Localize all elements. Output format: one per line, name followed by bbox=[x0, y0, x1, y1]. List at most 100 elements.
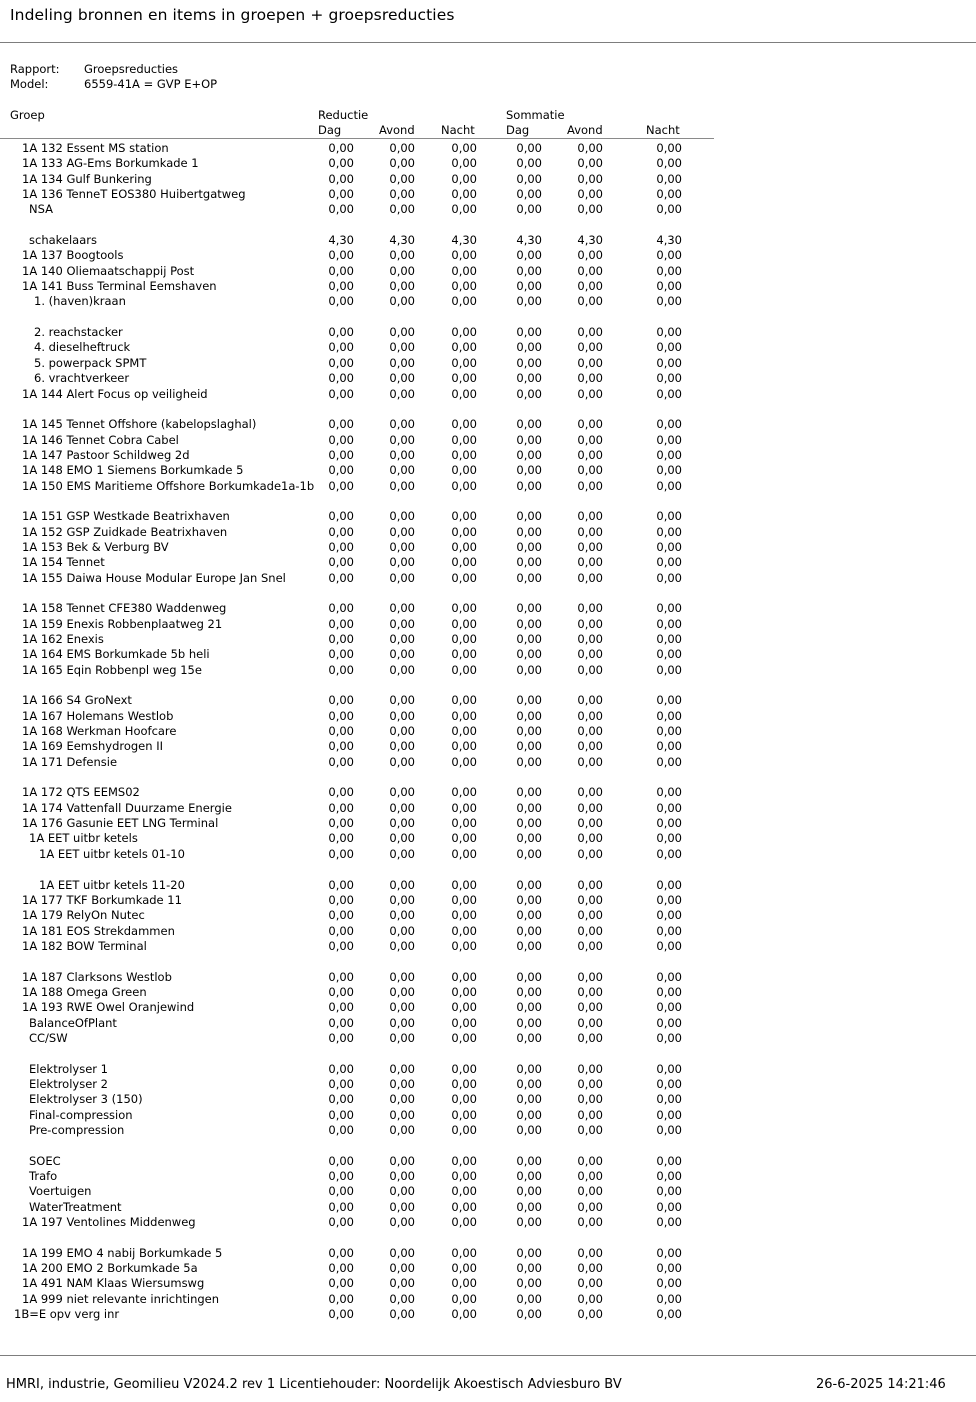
table-row[interactable]: 1A 200 EMO 2 Borkumkade 5a 0,00 0,00 0,00 0,… bbox=[0, 1261, 976, 1276]
value-cell: 0,00 bbox=[451, 1153, 477, 1168]
table-row[interactable]: 1A 177 TKF Borkumkade 11 0,00 0,00 0,00 0,00… bbox=[0, 893, 976, 908]
table-row[interactable]: 1A 145 Tennet Offshore (kabelopslaghal) 0… bbox=[0, 417, 976, 432]
table-row[interactable]: 1A 193 RWE Owel Oranjewind 0,00 0,00 0,00 0,… bbox=[0, 1000, 976, 1015]
group-name-cell: Voertuigen bbox=[29, 1184, 92, 1199]
report-meta-block: Rapport: Groepsreducties Model: 6559-41A = … bbox=[10, 62, 217, 91]
table-row[interactable]: Pre-compression 0,00 0,00 0,00 0,00 0,00 0,00 bbox=[0, 1123, 976, 1138]
value-cell: 0,00 bbox=[516, 739, 542, 754]
table-row[interactable]: SOEC 0,00 0,00 0,00 0,00 0,00 0,00 bbox=[0, 1154, 976, 1169]
table-row[interactable]: 1A 165 Eqin Robbenpl weg 15e 0,00 0,00 0,00… bbox=[0, 663, 976, 678]
table-row[interactable]: 2. reachstacker 0,00 0,00 0,00 0,00 0,00 0,00 bbox=[0, 325, 976, 340]
value-cell: 0,00 bbox=[451, 724, 477, 739]
table-row[interactable]: 1A 140 Oliemaatschappij Post 0,00 0,00 0,00… bbox=[0, 264, 976, 279]
table-row[interactable]: 1A 154 Tennet 0,00 0,00 0,00 0,00 0,00 0,00 bbox=[0, 555, 976, 570]
table-row[interactable]: 1A 146 Tennet Cobra Cabel 0,00 0,00 0,00 0,0… bbox=[0, 433, 976, 448]
value-cell: 0,00 bbox=[577, 816, 603, 831]
value-cell: 0,00 bbox=[656, 877, 682, 892]
value-cell: 0,00 bbox=[516, 923, 542, 938]
value-cell: 0,00 bbox=[656, 831, 682, 846]
table-row[interactable]: 1A EET uitbr ketels 01-10 0,00 0,00 0,00 0,0… bbox=[0, 847, 976, 862]
value-cell: 0,00 bbox=[328, 632, 354, 646]
table-row[interactable]: 1A 144 Alert Focus op veiligheid 0,00 0,00… bbox=[0, 387, 976, 402]
table-row[interactable]: 1A 166 S4 GroNext 0,00 0,00 0,00 0,00 0,00 0,0… bbox=[0, 693, 976, 708]
table-row[interactable]: 1A 182 BOW Terminal 0,00 0,00 0,00 0,00 0,00 0… bbox=[0, 939, 976, 954]
value-cell: 0,00 bbox=[656, 432, 682, 447]
table-row[interactable]: 1A 491 NAM Klaas Wiersumswg 0,00 0,00 0,00 0… bbox=[0, 1276, 976, 1291]
table-row[interactable]: Elektrolyser 1 0,00 0,00 0,00 0,00 0,00 0,00 bbox=[0, 1062, 976, 1077]
value-cell: 0,00 bbox=[577, 1123, 603, 1137]
table-row[interactable]: 1A 151 GSP Westkade Beatrixhaven 0,00 0,00… bbox=[0, 509, 976, 524]
table-row[interactable]: WaterTreatment 0,00 0,00 0,00 0,00 0,00 0,00 bbox=[0, 1200, 976, 1215]
table-row[interactable]: 1A 174 Vattenfall Duurzame Energie 0,00 0,… bbox=[0, 801, 976, 816]
table-row[interactable]: Trafo 0,00 0,00 0,00 0,00 0,00 0,00 bbox=[0, 1169, 976, 1184]
table-row[interactable]: 1A 148 EMO 1 Siemens Borkumkade 5 0,00 0,0… bbox=[0, 463, 976, 478]
value-cell: 0,00 bbox=[577, 785, 603, 800]
value-cell: 0,00 bbox=[328, 1076, 354, 1091]
table-row[interactable]: Elektrolyser 2 0,00 0,00 0,00 0,00 0,00 0,00 bbox=[0, 1077, 976, 1092]
groups-table-body: 1A 132 Essent MS station 0,00 0,00 0,00 0,00… bbox=[0, 141, 976, 1322]
table-row[interactable]: CC/SW 0,00 0,00 0,00 0,00 0,00 0,00 bbox=[0, 1031, 976, 1046]
value-cell: 0,00 bbox=[328, 708, 354, 723]
value-cell: 0,00 bbox=[451, 1000, 477, 1015]
value-cell: 0,00 bbox=[516, 754, 542, 769]
value-cell: 0,00 bbox=[389, 754, 415, 769]
value-cell: 0,00 bbox=[451, 785, 477, 800]
table-row[interactable]: 1A 197 Ventolines Middenweg 0,00 0,00 0,00 0… bbox=[0, 1215, 976, 1230]
table-row[interactable]: 1A 176 Gasunie EET LNG Terminal 0,00 0,00 0… bbox=[0, 816, 976, 831]
table-row[interactable]: 1. (haven)kraan 0,00 0,00 0,00 0,00 0,00 0,00 bbox=[0, 294, 976, 309]
table-row[interactable]: 1A 137 Boogtools 0,00 0,00 0,00 0,00 0,00 0,00 bbox=[0, 248, 976, 263]
table-row[interactable]: 1A 188 Omega Green 0,00 0,00 0,00 0,00 0,00 0,… bbox=[0, 985, 976, 1000]
value-cell: 0,00 bbox=[656, 371, 682, 386]
value-cell: 0,00 bbox=[328, 570, 354, 585]
value-cell: 0,00 bbox=[516, 877, 542, 892]
table-row[interactable]: 1A 162 Enexis 0,00 0,00 0,00 0,00 0,00 0,00 bbox=[0, 632, 976, 647]
table-row[interactable]: 6. vrachtverkeer 0,00 0,00 0,00 0,00 0,00 0,00 bbox=[0, 371, 976, 386]
table-row[interactable]: 1A 172 QTS EEMS02 0,00 0,00 0,00 0,00 0,00 0,0… bbox=[0, 785, 976, 800]
table-row[interactable]: 1A 164 EMS Borkumkade 5b heli 0,00 0,00 0,0… bbox=[0, 647, 976, 662]
value-cell: 0,00 bbox=[577, 800, 603, 815]
table-row[interactable]: BalanceOfPlant 0,00 0,00 0,00 0,00 0,00 0,00 bbox=[0, 1016, 976, 1031]
table-row[interactable]: 1A 167 Holemans Westlob 0,00 0,00 0,00 0,00 0… bbox=[0, 709, 976, 724]
table-row[interactable]: 1B=E opv verg inr 0,00 0,00 0,00 0,00 0,00 0,0… bbox=[0, 1307, 976, 1322]
value-cell: 0,00 bbox=[451, 555, 477, 570]
table-row[interactable]: 1A EET uitbr ketels 0,00 0,00 0,00 0,00 0,00 0… bbox=[0, 831, 976, 846]
table-row[interactable]: 1A 169 Eemshydrogen II 0,00 0,00 0,00 0,00 0,… bbox=[0, 739, 976, 754]
table-row[interactable]: 1A 155 Daiwa House Modular Europe Jan Sn… bbox=[0, 571, 976, 586]
table-row[interactable]: 1A 158 Tennet CFE380 Waddenweg 0,00 0,00 0,… bbox=[0, 601, 976, 616]
table-row[interactable]: NSA 0,00 0,00 0,00 0,00 0,00 0,00 bbox=[0, 202, 976, 217]
table-row[interactable]: 1A EET uitbr ketels 11-20 0,00 0,00 0,00 0,0… bbox=[0, 878, 976, 893]
table-row[interactable]: 1A 132 Essent MS station 0,00 0,00 0,00 0,00… bbox=[0, 141, 976, 156]
table-row[interactable]: 1A 181 EOS Strekdammen 0,00 0,00 0,00 0,00 0,… bbox=[0, 924, 976, 939]
table-row[interactable]: Elektrolyser 3 (150) 0,00 0,00 0,00 0,00 0,00… bbox=[0, 1092, 976, 1107]
table-row[interactable]: 1A 136 TenneT EOS380 Huibertgatweg 0,00 0,… bbox=[0, 187, 976, 202]
table-row[interactable]: 1A 147 Pastoor Schildweg 2d 0,00 0,00 0,00 0… bbox=[0, 448, 976, 463]
table-row[interactable]: 1A 141 Buss Terminal Eemshaven 0,00 0,00 0,… bbox=[0, 279, 976, 294]
table-row[interactable]: 1A 150 EMS Maritieme Offshore Borkumkade… bbox=[0, 479, 976, 494]
table-row[interactable]: 1A 999 niet relevante inrichtingen 0,00 0,… bbox=[0, 1292, 976, 1307]
group-name-cell: 1A 140 Oliemaatschappij Post bbox=[22, 263, 195, 278]
value-cell: 0,00 bbox=[577, 693, 603, 708]
table-row[interactable]: 1A 133 AG-Ems Borkumkade 1 0,00 0,00 0,00 0,… bbox=[0, 156, 976, 171]
table-row[interactable]: 1A 171 Defensie 0,00 0,00 0,00 0,00 0,00 0,00 bbox=[0, 755, 976, 770]
table-row[interactable]: 1A 159 Enexis Robbenplaatweg 21 0,00 0,00 0… bbox=[0, 617, 976, 632]
value-cell: 0,00 bbox=[516, 417, 542, 432]
table-row[interactable]: schakelaars 4,30 4,30 4,30 4,30 4,30 4,30 bbox=[0, 233, 976, 248]
table-row[interactable]: 1A 152 GSP Zuidkade Beatrixhaven 0,00 0,00… bbox=[0, 525, 976, 540]
value-cell: 0,00 bbox=[451, 1215, 477, 1230]
value-cell: 0,00 bbox=[328, 908, 354, 923]
value-cell: 0,00 bbox=[516, 1123, 542, 1137]
table-row[interactable]: 1A 187 Clarksons Westlob 0,00 0,00 0,00 0,00… bbox=[0, 970, 976, 985]
table-row[interactable]: 1A 134 Gulf Bunkering 0,00 0,00 0,00 0,00 0,0… bbox=[0, 172, 976, 187]
table-row[interactable]: 5. powerpack SPMT 0,00 0,00 0,00 0,00 0,00 0,0… bbox=[0, 356, 976, 371]
column-header-dag-reductie: Dag bbox=[318, 123, 342, 137]
value-cell: 0,00 bbox=[516, 156, 542, 171]
table-row[interactable]: 1A 179 RelyOn Nutec 0,00 0,00 0,00 0,00 0,00 0… bbox=[0, 908, 976, 923]
table-row[interactable]: 1A 199 EMO 4 nabij Borkumkade 5 0,00 0,00 0… bbox=[0, 1246, 976, 1261]
table-row[interactable]: 1A 153 Bek & Verburg BV 0,00 0,00 0,00 0,00 0… bbox=[0, 540, 976, 555]
value-cell: 0,00 bbox=[577, 248, 603, 263]
table-row[interactable]: 1A 168 Werkman Hoofcare 0,00 0,00 0,00 0,00 0… bbox=[0, 724, 976, 739]
group-name-cell: Final-compression bbox=[29, 1107, 133, 1122]
table-row[interactable]: 4. dieselheftruck 0,00 0,00 0,00 0,00 0,00 0,0… bbox=[0, 340, 976, 355]
table-row[interactable]: Final-compression 0,00 0,00 0,00 0,00 0,00 0,0… bbox=[0, 1108, 976, 1123]
table-row[interactable]: Voertuigen 0,00 0,00 0,00 0,00 0,00 0,00 bbox=[0, 1184, 976, 1199]
